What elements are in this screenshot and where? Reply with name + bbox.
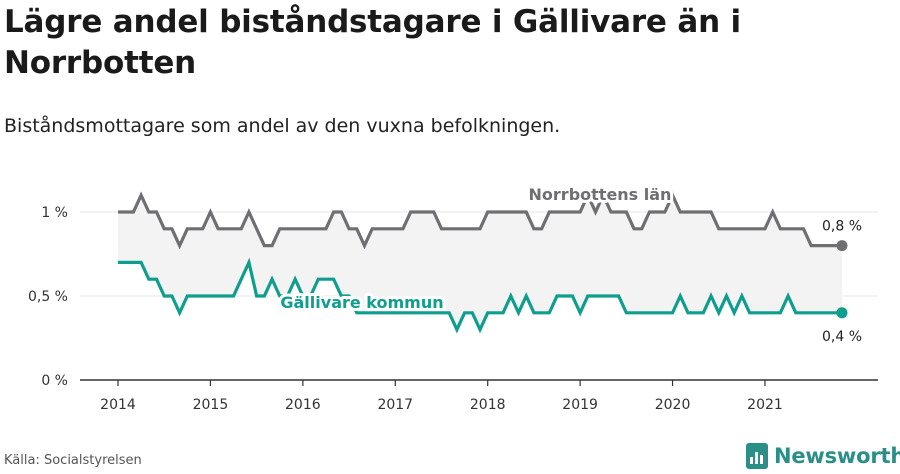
y-tick-label: 0 % xyxy=(41,373,68,389)
x-tick-label: 2015 xyxy=(193,397,229,413)
norrbotten-end-label: 0,8 % xyxy=(822,219,862,235)
norrbotten-end-point xyxy=(836,240,848,252)
source-note: Källa: Socialstyrelsen xyxy=(4,453,142,468)
x-tick-label: 2016 xyxy=(285,397,321,413)
x-tick-label: 2020 xyxy=(655,397,691,413)
brand-name: Newsworthy xyxy=(774,444,900,468)
gallivare-end-point xyxy=(836,307,848,319)
x-tick-label: 2018 xyxy=(470,397,506,413)
x-tick-label: 2019 xyxy=(562,397,598,413)
brand-logo: Newsworthy xyxy=(746,440,900,472)
gallivare-line xyxy=(118,257,842,334)
x-tick-label: 2021 xyxy=(747,397,783,413)
norrbotten-series-name: Norrbottens län xyxy=(529,185,672,204)
series-lines xyxy=(118,191,848,334)
x-tick-label: 2017 xyxy=(377,397,413,413)
gallivare-end-label: 0,4 % xyxy=(822,329,862,345)
x-tick-label: 2014 xyxy=(100,397,136,413)
series-labels: 0,8 % 0,4 % Norrbottens län Gällivare kommu… xyxy=(277,182,865,348)
norrbotten-line xyxy=(118,191,842,250)
gallivare-series-name: Gällivare kommun xyxy=(280,293,443,312)
axes: 0 % 0,5 % 1 % 2014 2015 2016 2017 2018 2019 2020 2… xyxy=(28,205,878,413)
chart-title: Lägre andel biståndstagare i Gällivare ä… xyxy=(4,4,741,81)
y-tick-label: 0,5 % xyxy=(28,289,68,305)
y-tick-label: 1 % xyxy=(41,205,68,221)
newsworthy-logo-icon xyxy=(746,443,768,469)
chart-subtitle: Biståndsmottagare som andel av den vuxna… xyxy=(4,115,561,137)
